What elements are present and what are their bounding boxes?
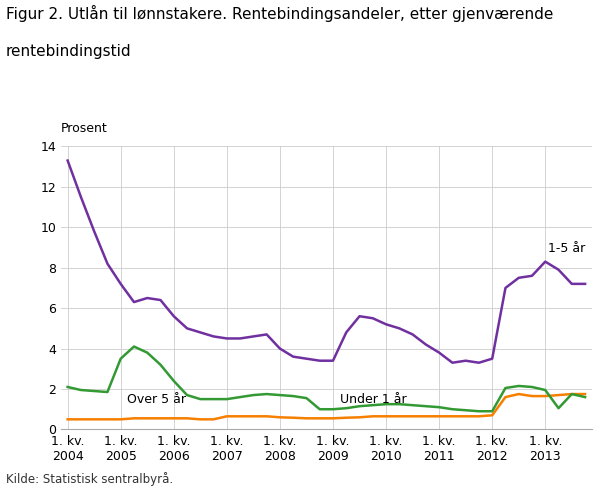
Text: 1-5 år: 1-5 år: [548, 242, 585, 255]
Text: Over 5 år: Over 5 år: [127, 393, 186, 406]
Text: rentebindingstid: rentebindingstid: [6, 44, 132, 59]
Text: Figur 2. Utlån til lønnstakere. Rentebindingsandeler, etter gjenværende: Figur 2. Utlån til lønnstakere. Rentebin…: [6, 5, 553, 22]
Text: Under 1 år: Under 1 år: [340, 393, 406, 406]
Text: Kilde: Statistisk sentralbyrå.: Kilde: Statistisk sentralbyrå.: [6, 471, 173, 486]
Text: Prosent: Prosent: [61, 122, 108, 135]
